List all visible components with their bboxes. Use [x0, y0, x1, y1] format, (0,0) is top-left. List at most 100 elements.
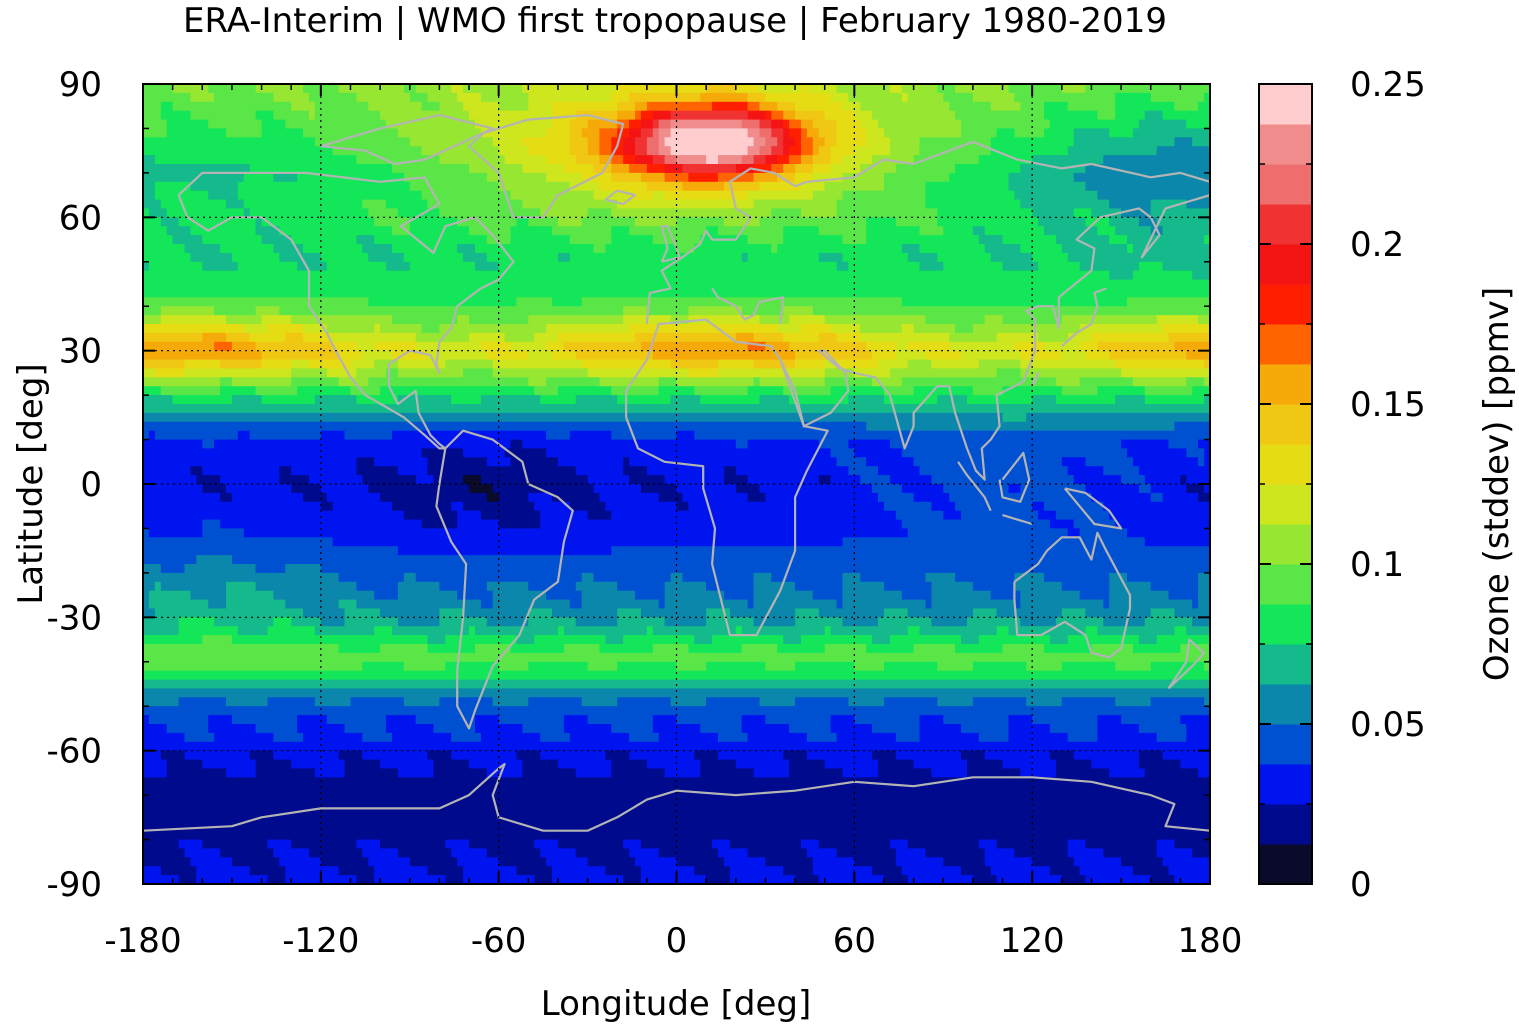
field-cell: [623, 635, 695, 645]
field-cell: [658, 599, 666, 610]
field-cell: [143, 270, 1110, 281]
field-cell: [492, 697, 529, 707]
field-cell: [848, 261, 921, 272]
field-cell: [1038, 217, 1087, 227]
field-cell: [1109, 768, 1146, 778]
field-cell: [338, 350, 363, 361]
field-cell: [451, 501, 464, 512]
field-cell: [1138, 724, 1187, 734]
field-cell: [795, 697, 849, 707]
field-cell: [1067, 146, 1158, 156]
field-cell: [901, 297, 1128, 307]
field-cell: [646, 164, 666, 174]
field-cell: [356, 599, 482, 610]
field-cell: [1156, 146, 1210, 156]
field-cell: [540, 848, 577, 858]
field-cell: [901, 484, 944, 494]
field-cell: [344, 617, 399, 627]
field-cell: [1192, 848, 1210, 858]
field-cell: [795, 101, 844, 112]
field-cell: [575, 350, 654, 361]
field-cell: [143, 137, 316, 147]
coastline: [1063, 487, 1123, 530]
field-cell: [943, 715, 1010, 725]
field-cell: [255, 768, 316, 778]
field-cell: [765, 137, 778, 147]
x-tick-label: 60: [833, 921, 876, 961]
field-cell: [1103, 617, 1146, 627]
field-cell: [1204, 377, 1210, 387]
field-cell: [397, 128, 482, 138]
field-cell: [990, 137, 1075, 147]
field-cell: [469, 626, 476, 636]
field-cell: [996, 608, 1063, 618]
field-cell: [190, 252, 233, 263]
field-cell: [581, 590, 636, 601]
field-cell: [824, 368, 855, 378]
field-cell: [884, 581, 932, 592]
field-cell: [676, 155, 707, 165]
field-cell: [765, 857, 814, 867]
field-cell: [154, 181, 192, 192]
field-cell: [1020, 359, 1116, 370]
field-cell: [646, 306, 689, 316]
field-cell: [925, 599, 932, 610]
field-cell: [397, 590, 458, 601]
field-cell: [463, 448, 506, 458]
colorbar-level: [1259, 844, 1312, 885]
field-cell: [1097, 190, 1210, 201]
field-cell: [439, 324, 547, 334]
field-cell: [670, 697, 707, 707]
field-cell: [759, 217, 867, 227]
field-cell: [1162, 857, 1210, 867]
field-cell: [1115, 226, 1152, 236]
field-cell: [1061, 875, 1087, 884]
field-cell: [972, 608, 998, 618]
field-cell: [255, 724, 298, 734]
field-cell: [795, 164, 814, 174]
field-cell: [480, 732, 541, 743]
field-cell: [789, 155, 802, 165]
field-cell: [842, 252, 909, 263]
field-cell: [143, 297, 369, 307]
field-cell: [629, 226, 707, 236]
field-cell: [872, 377, 903, 387]
field-cell: [1186, 350, 1210, 361]
field-cell: [143, 101, 162, 112]
field-cell: [587, 137, 601, 147]
field-cell: [1067, 101, 1116, 112]
field-cell: [836, 208, 938, 218]
field-cell: [611, 155, 624, 165]
field-cell: [1150, 875, 1175, 884]
field-cell: [143, 217, 162, 227]
field-cell: [652, 235, 701, 245]
field-cell: [872, 724, 921, 734]
field-cell: [374, 590, 399, 601]
field-cell: [368, 252, 405, 263]
field-cell: [664, 137, 755, 147]
field-cell: [480, 341, 512, 352]
field-cell: [682, 164, 737, 174]
field-cell: [777, 155, 790, 165]
field-cell: [949, 332, 998, 343]
field-cell: [961, 350, 1021, 361]
field-cell: [1032, 395, 1057, 405]
field-cell: [1026, 661, 1063, 672]
field-cell: [1186, 199, 1210, 210]
field-cell: [392, 350, 429, 361]
field-cell: [397, 617, 440, 627]
field-cell: [202, 484, 227, 494]
field-cell: [486, 252, 559, 263]
field-cell: [314, 697, 352, 707]
field-cell: [1109, 581, 1152, 592]
field-cell: [913, 324, 956, 334]
field-cell: [587, 119, 618, 130]
field-cell: [901, 92, 909, 103]
field-cell: [249, 750, 274, 761]
field-cell: [640, 608, 707, 618]
field-cell: [184, 848, 221, 858]
field-cell: [605, 750, 630, 761]
field-cell: [166, 724, 209, 734]
field-cell: [143, 412, 1004, 423]
field-cell: [901, 448, 1128, 458]
